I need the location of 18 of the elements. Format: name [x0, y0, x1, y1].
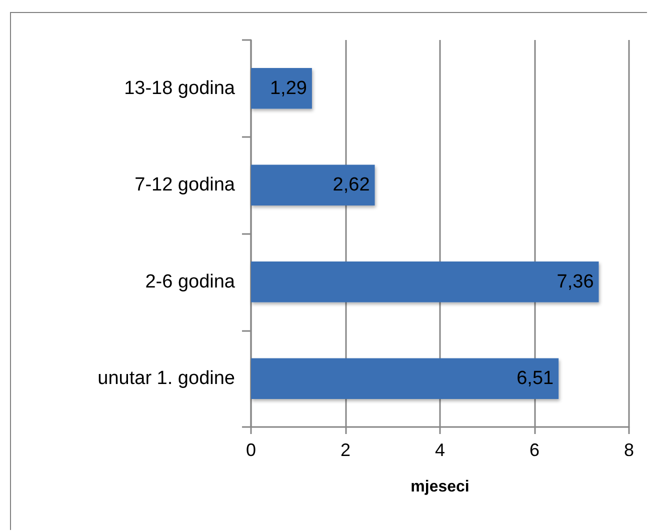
x-tick-label: 8	[624, 440, 634, 460]
x-tick-label: 6	[529, 440, 540, 460]
bar	[251, 262, 599, 302]
y-tick-label: unutar 1. godine	[98, 368, 235, 390]
data-label: 2,62	[332, 174, 370, 196]
bar	[251, 68, 312, 109]
bar	[251, 164, 375, 206]
data-label: 7,36	[556, 271, 594, 292]
data-label: 6,51	[516, 368, 554, 390]
bar	[251, 358, 559, 399]
x-axis-title: mjeseci	[410, 478, 470, 496]
y-tick-label: 2-6 godina	[145, 271, 236, 292]
x-tick-label: 0	[246, 440, 256, 460]
x-tick-label: 2	[340, 440, 351, 460]
y-tick-label: 13-18 godina	[124, 78, 236, 99]
x-tick-label: 4	[434, 440, 446, 460]
data-label: 1,29	[270, 78, 307, 99]
y-tick-label: 7-12 godina	[134, 174, 236, 196]
